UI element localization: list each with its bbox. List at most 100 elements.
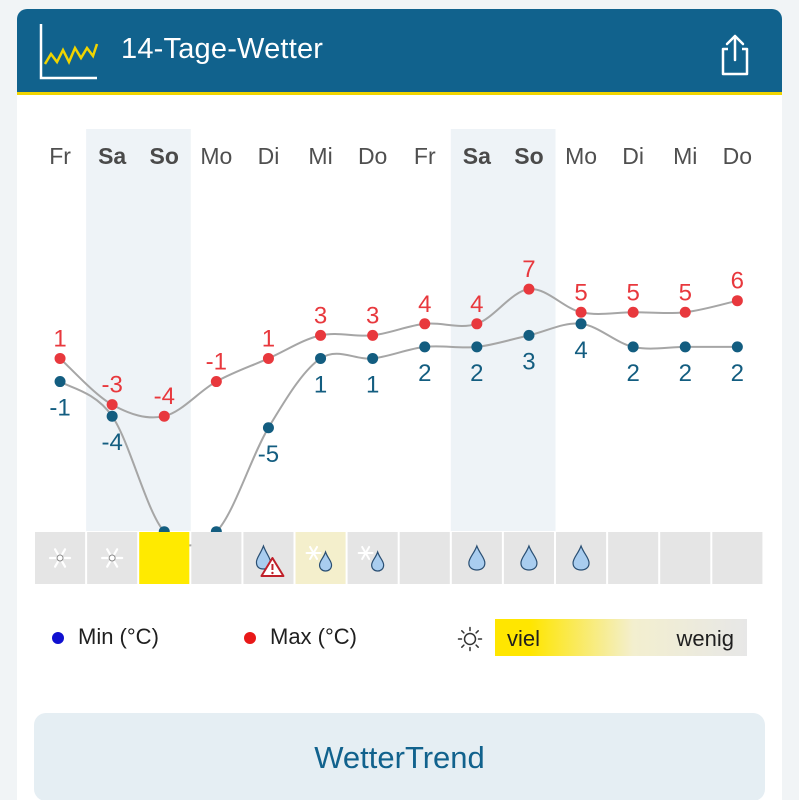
- rain-warning-drop-icon: [255, 544, 272, 570]
- day-label: Mo: [565, 143, 597, 169]
- max-value-label: 6: [731, 268, 744, 295]
- max-point: [627, 306, 639, 318]
- max-point: [471, 318, 483, 330]
- snow-icon: [48, 548, 72, 568]
- min-value-label: 2: [418, 360, 431, 387]
- max-value-label: 5: [679, 279, 692, 306]
- rain-icon: [468, 544, 486, 571]
- legend-min-dot: [52, 632, 64, 644]
- day-label: Di: [622, 143, 644, 169]
- max-value-label: 5: [626, 279, 639, 306]
- day-label: Di: [258, 143, 280, 169]
- min-value-label: -1: [49, 395, 70, 422]
- snow-rain-icon: [357, 545, 374, 561]
- min-point: [106, 410, 118, 422]
- min-value-label: 2: [731, 360, 744, 387]
- max-point: [731, 295, 743, 307]
- day-label: Fr: [414, 143, 436, 169]
- day-label: Do: [358, 143, 387, 169]
- snow-rain-drop-icon: [318, 550, 333, 572]
- warning-icon-dot: [271, 571, 274, 575]
- day-label: Mo: [200, 143, 232, 169]
- day-label: Sa: [98, 143, 126, 169]
- max-point: [210, 376, 222, 388]
- max-point: [419, 318, 431, 330]
- max-value-label: 1: [53, 325, 66, 352]
- min-point: [471, 341, 483, 353]
- sunshine-cell: [139, 532, 190, 584]
- max-point: [575, 306, 587, 318]
- max-point: [54, 352, 66, 364]
- max-point: [367, 329, 379, 341]
- day-label: So: [150, 143, 179, 169]
- temperature-chart: Fr Sa So Mo Di Mi Do Fr Sa So Mo Di Mi Do 1 -3 -4 -1 1 3 3 4 4…: [35, 129, 763, 584]
- max-point: [106, 399, 118, 411]
- min-point: [731, 341, 743, 353]
- min-point: [54, 376, 66, 388]
- sunshine-cell: [660, 532, 711, 584]
- day-label: Sa: [463, 143, 491, 169]
- snow-rain-icon: [305, 545, 322, 561]
- wettertrend-button[interactable]: WetterTrend: [34, 713, 765, 800]
- day-label: Do: [723, 143, 752, 169]
- share-icon[interactable]: [717, 33, 753, 77]
- min-point: [575, 318, 587, 330]
- max-value-label: 7: [522, 256, 535, 283]
- snow-icon-outline: [56, 554, 64, 562]
- min-value-label: 1: [366, 371, 379, 398]
- max-value-label: 4: [418, 291, 431, 318]
- max-point: [262, 352, 274, 364]
- min-value-label: -5: [258, 441, 279, 468]
- weekend-band: [86, 129, 139, 531]
- day-label: So: [514, 143, 543, 169]
- sunshine-cell: [608, 532, 659, 584]
- max-point: [315, 329, 327, 341]
- legend-max-label: Max (°C): [270, 624, 358, 649]
- min-value-label: 2: [626, 360, 639, 387]
- min-value-label: 3: [522, 348, 535, 375]
- snow-icon: [101, 548, 124, 568]
- rain-icon: [572, 544, 590, 571]
- max-point: [158, 410, 170, 422]
- min-point: [627, 341, 639, 353]
- page-title: 14-Tage-Wetter: [121, 33, 324, 65]
- max-value-label: -3: [101, 372, 122, 399]
- snow-icon-outline: [108, 554, 116, 562]
- sun-icon: [457, 626, 483, 652]
- line-chart-icon: [39, 24, 99, 80]
- min-point: [367, 352, 379, 364]
- min-value-label: 2: [679, 360, 692, 387]
- sunshine-cell: [347, 532, 398, 584]
- min-value-label: 1: [314, 371, 327, 398]
- max-value-label: 3: [314, 302, 327, 329]
- max-value-label: 5: [574, 279, 587, 306]
- min-point: [679, 341, 691, 353]
- sunshine-cell: [399, 532, 450, 584]
- snow-rain-drop-icon: [371, 550, 385, 572]
- max-value-label: -4: [154, 383, 175, 410]
- sunshine-scale: viel wenig: [495, 619, 747, 656]
- day-label: Mi: [308, 143, 332, 169]
- legend-max-dot: [244, 632, 256, 644]
- max-value-label: 4: [470, 291, 483, 318]
- sunshine-cell: [295, 532, 346, 584]
- min-point: [523, 329, 535, 341]
- max-value-label: 3: [366, 302, 379, 329]
- weekend-band: [138, 129, 191, 531]
- rain-icon: [520, 544, 538, 571]
- legend-min-label: Min (°C): [78, 624, 159, 649]
- max-value-label: -1: [206, 349, 227, 376]
- min-point: [419, 341, 431, 353]
- sunshine-cell: [191, 532, 242, 584]
- day-label: Mi: [673, 143, 697, 169]
- sunshine-cell: [712, 532, 763, 584]
- max-point: [679, 306, 691, 318]
- min-point: [262, 422, 274, 434]
- max-point: [523, 283, 535, 295]
- sunshine-scale-less: wenig: [676, 626, 734, 651]
- max-value-label: 1: [262, 325, 275, 352]
- weekend-band: [450, 129, 504, 531]
- min-value-label: 4: [574, 337, 587, 364]
- day-label: Fr: [49, 143, 71, 169]
- weather-card: 14-Tage-Wetter Fr Sa So Mo Di Mi Do Fr Sa So Mo Di M…: [17, 9, 782, 800]
